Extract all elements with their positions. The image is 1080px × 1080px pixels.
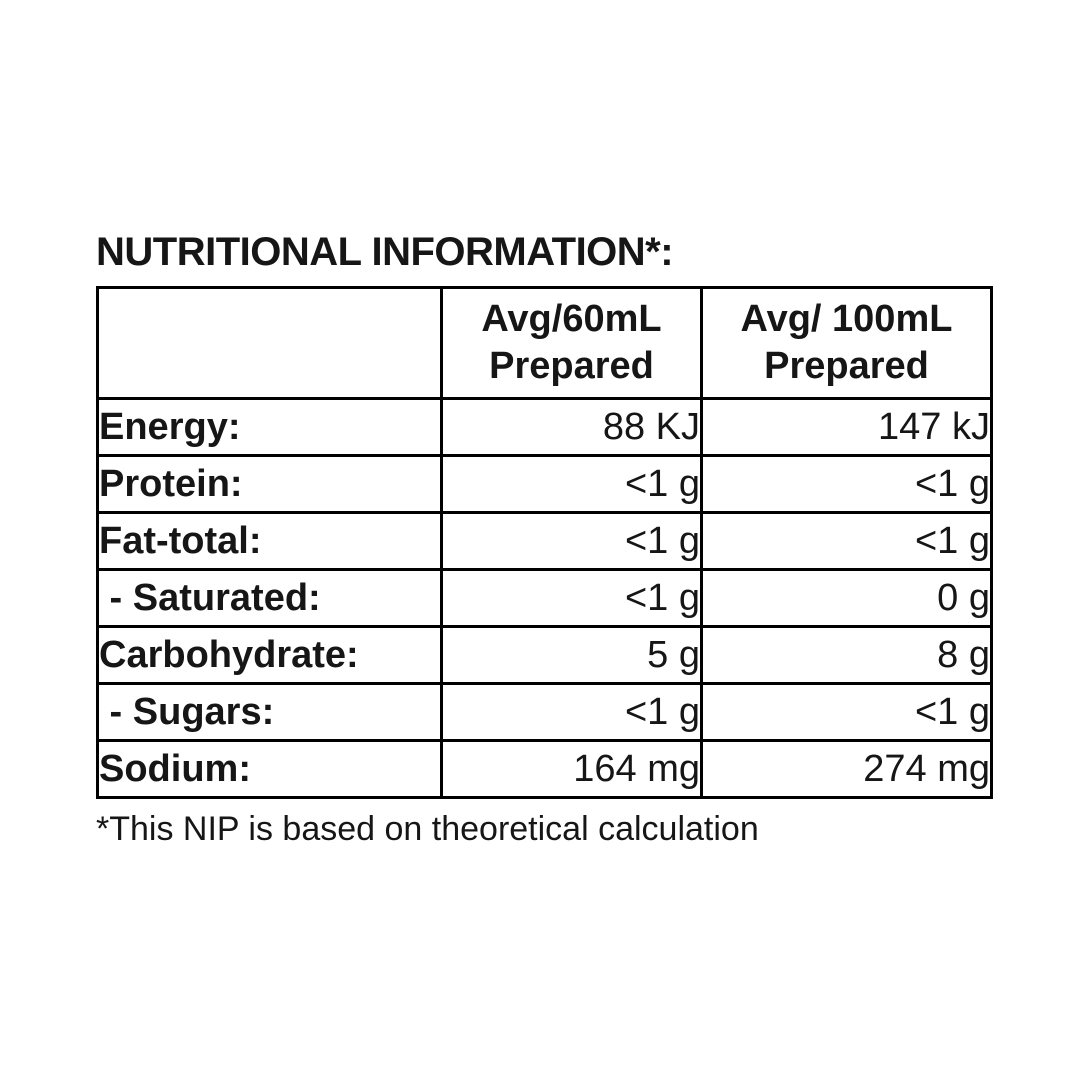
row-label-sodium: Sodium:: [96, 739, 443, 799]
table-row-fat-total: Fat-total: <1 g <1 g: [96, 511, 993, 571]
column-header-60ml-line2: Prepared: [489, 345, 654, 387]
table-row-saturated: - Saturated: <1 g 0 g: [96, 568, 993, 628]
table-row-energy: Energy: 88 KJ 147 kJ: [96, 397, 993, 457]
row-label-energy: Energy:: [96, 397, 443, 457]
row-label-fat-total: Fat-total:: [96, 511, 443, 571]
saturated-per-100ml: 0 g: [700, 568, 993, 628]
column-header-100ml-line2: Prepared: [764, 345, 929, 387]
fat-total-per-100ml: <1 g: [700, 511, 993, 571]
sugars-per-60ml: <1 g: [440, 682, 703, 742]
carbohydrate-per-60ml: 5 g: [440, 625, 703, 685]
sodium-per-100ml: 274 mg: [700, 739, 993, 799]
row-label-saturated: - Saturated:: [96, 568, 443, 628]
nutrition-panel: NUTRITIONAL INFORMATION*: Avg/60mL Prepa…: [96, 230, 993, 849]
column-header-60ml-line1: Avg/60mL: [481, 297, 662, 340]
nutrition-table: Avg/60mL Prepared Avg/ 100mL Prepared En…: [96, 286, 993, 799]
corner-cell: [96, 286, 443, 400]
column-header-100ml-line1: Avg/ 100mL: [740, 297, 953, 340]
column-header-60ml: Avg/60mL Prepared: [440, 286, 703, 400]
protein-per-60ml: <1 g: [440, 454, 703, 514]
footnote: *This NIP is based on theoretical calcul…: [96, 810, 759, 848]
protein-per-100ml: <1 g: [700, 454, 993, 514]
sodium-per-60ml: 164 mg: [440, 739, 703, 799]
table-row-carbohydrate: Carbohydrate: 5 g 8 g: [96, 625, 993, 685]
carbohydrate-per-100ml: 8 g: [700, 625, 993, 685]
energy-per-100ml: 147 kJ: [700, 397, 993, 457]
row-label-carbohydrate: Carbohydrate:: [96, 625, 443, 685]
page-title: NUTRITIONAL INFORMATION*:: [96, 230, 674, 274]
sugars-per-100ml: <1 g: [700, 682, 993, 742]
table-row-sodium: Sodium: 164 mg 274 mg: [96, 739, 993, 799]
energy-per-60ml: 88 KJ: [440, 397, 703, 457]
table-header-row: Avg/60mL Prepared Avg/ 100mL Prepared: [96, 286, 993, 400]
saturated-per-60ml: <1 g: [440, 568, 703, 628]
table-row-sugars: - Sugars: <1 g <1 g: [96, 682, 993, 742]
row-label-sugars: - Sugars:: [96, 682, 443, 742]
row-label-protein: Protein:: [96, 454, 443, 514]
fat-total-per-60ml: <1 g: [440, 511, 703, 571]
column-header-100ml: Avg/ 100mL Prepared: [700, 286, 993, 400]
table-row-protein: Protein: <1 g <1 g: [96, 454, 993, 514]
